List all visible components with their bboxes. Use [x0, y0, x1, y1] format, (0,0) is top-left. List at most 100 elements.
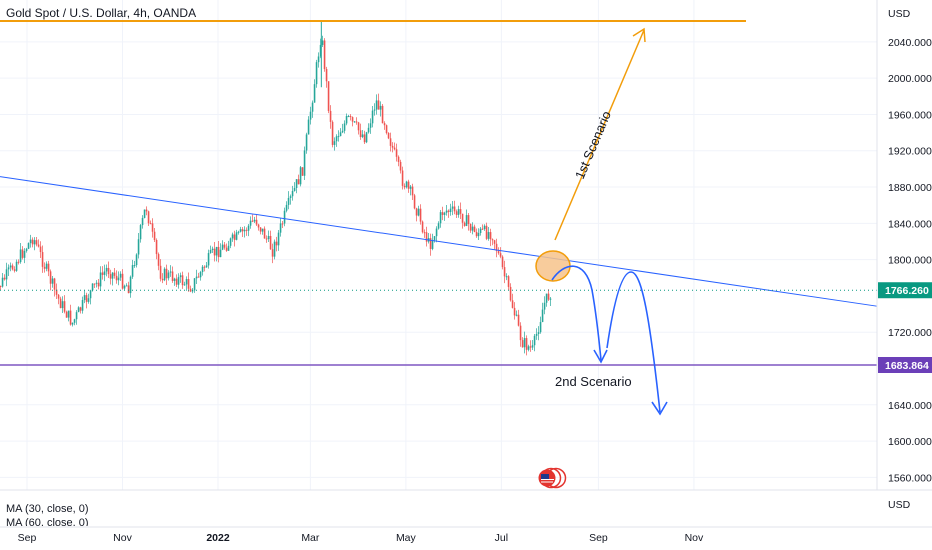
candle-body: [471, 226, 474, 231]
candle-body: [239, 229, 242, 232]
candle-body: [223, 244, 226, 248]
candle-body: [227, 245, 230, 251]
x-tick-label: Sep: [589, 532, 608, 544]
candle-body: [69, 310, 72, 325]
candle-body: [1, 277, 4, 287]
candle-body: [105, 267, 108, 272]
candle-body: [369, 123, 372, 128]
candle-body: [417, 208, 420, 216]
candle-body: [119, 273, 122, 278]
candle-body: [411, 186, 414, 196]
candle-body: [43, 266, 46, 269]
current-price-tag: 1766.260: [878, 282, 932, 299]
support-price-tag: 1683.864: [878, 357, 932, 373]
x-tick-label: 2022: [206, 532, 230, 544]
candle-body: [95, 282, 98, 284]
candle-body: [527, 346, 530, 350]
candle-body: [211, 248, 214, 250]
candle-body: [17, 261, 20, 263]
candle-body: [463, 222, 466, 226]
candle-body: [399, 161, 402, 171]
candle-body: [185, 279, 188, 285]
candle-body: [337, 136, 340, 138]
candle-body: [361, 134, 364, 138]
candle-body: [333, 141, 336, 145]
candle-body: [429, 238, 432, 249]
candle-body: [379, 105, 382, 110]
candle-body: [33, 240, 36, 245]
candle-body: [453, 206, 456, 212]
candle-body: [529, 346, 532, 348]
candle-body: [5, 269, 8, 280]
candle-body: [321, 40, 324, 45]
candle-body: [19, 249, 22, 263]
candle-body: [101, 272, 104, 275]
candle-body: [499, 253, 502, 257]
candle-body: [113, 272, 116, 276]
candle-body: [261, 228, 264, 232]
candle-body: [367, 127, 370, 133]
candle-body: [231, 234, 234, 239]
candle-body: [183, 284, 186, 286]
candle-body: [489, 232, 492, 240]
candle-body: [485, 225, 488, 239]
highlight-circle[interactable]: [535, 250, 571, 282]
candle-body: [51, 278, 54, 284]
candle-body: [27, 243, 30, 249]
candle-body: [421, 221, 424, 233]
candle-body: [307, 119, 310, 135]
candle-body: [405, 181, 408, 188]
candle-body: [53, 278, 56, 290]
candle-body: [341, 130, 344, 133]
candle-body: [253, 219, 256, 222]
candle-body: [7, 267, 10, 270]
candle-body: [249, 220, 252, 226]
y-tick-label: 1920.000: [888, 146, 932, 158]
y-unit-label-lower: USD: [888, 499, 911, 511]
trendline[interactable]: [0, 176, 878, 307]
candle-body: [505, 276, 508, 278]
y-unit-label: USD: [888, 8, 911, 20]
candle-body: [225, 247, 228, 251]
candle-body: [169, 271, 172, 273]
candle-body: [251, 220, 254, 222]
x-axis[interactable]: Sep Nov 2022 Mar May Jul Sep Nov: [18, 532, 704, 544]
candle-body: [439, 212, 442, 224]
candle-body: [291, 190, 294, 197]
candle-body: [189, 288, 192, 292]
candle-body: [487, 232, 490, 239]
candle-body: [311, 102, 314, 112]
candle-body: [473, 226, 476, 232]
candle-body: [85, 295, 88, 302]
candle-body: [371, 110, 374, 124]
candle-body: [107, 267, 110, 275]
y-axis[interactable]: 2040.000 2000.000 1960.000 1920.000 1880.000…: [888, 37, 932, 485]
candle-body: [305, 134, 308, 151]
candle-body: [461, 213, 464, 223]
x-tick-label: Jul: [495, 532, 508, 544]
candle-body: [243, 229, 246, 232]
flag-logo-icon: [538, 467, 567, 489]
candle-body: [221, 244, 224, 250]
candle-body: [135, 254, 138, 266]
grid-lines: [0, 0, 877, 490]
indicator-ma-60[interactable]: MA (60, close, 0): [6, 517, 89, 529]
candle-body: [247, 225, 250, 231]
candle-body: [209, 249, 212, 254]
candle-body: [479, 228, 482, 234]
second-scenario-arrow[interactable]: [551, 265, 668, 416]
candle-body: [157, 254, 160, 266]
first-scenario-label: 1st Scenario: [572, 109, 614, 181]
candle-body: [35, 240, 38, 245]
candle-body: [315, 62, 318, 85]
candle-body: [519, 325, 522, 341]
candle-body: [381, 105, 384, 124]
indicator-ma-30[interactable]: MA (30, close, 0): [6, 503, 89, 515]
candle-body: [197, 276, 200, 278]
candle-body: [355, 121, 358, 123]
candle-body: [467, 215, 470, 225]
y-tick-label: 1800.000: [888, 255, 932, 267]
candle-body: [59, 298, 62, 309]
first-scenario-arrow[interactable]: [554, 27, 646, 241]
